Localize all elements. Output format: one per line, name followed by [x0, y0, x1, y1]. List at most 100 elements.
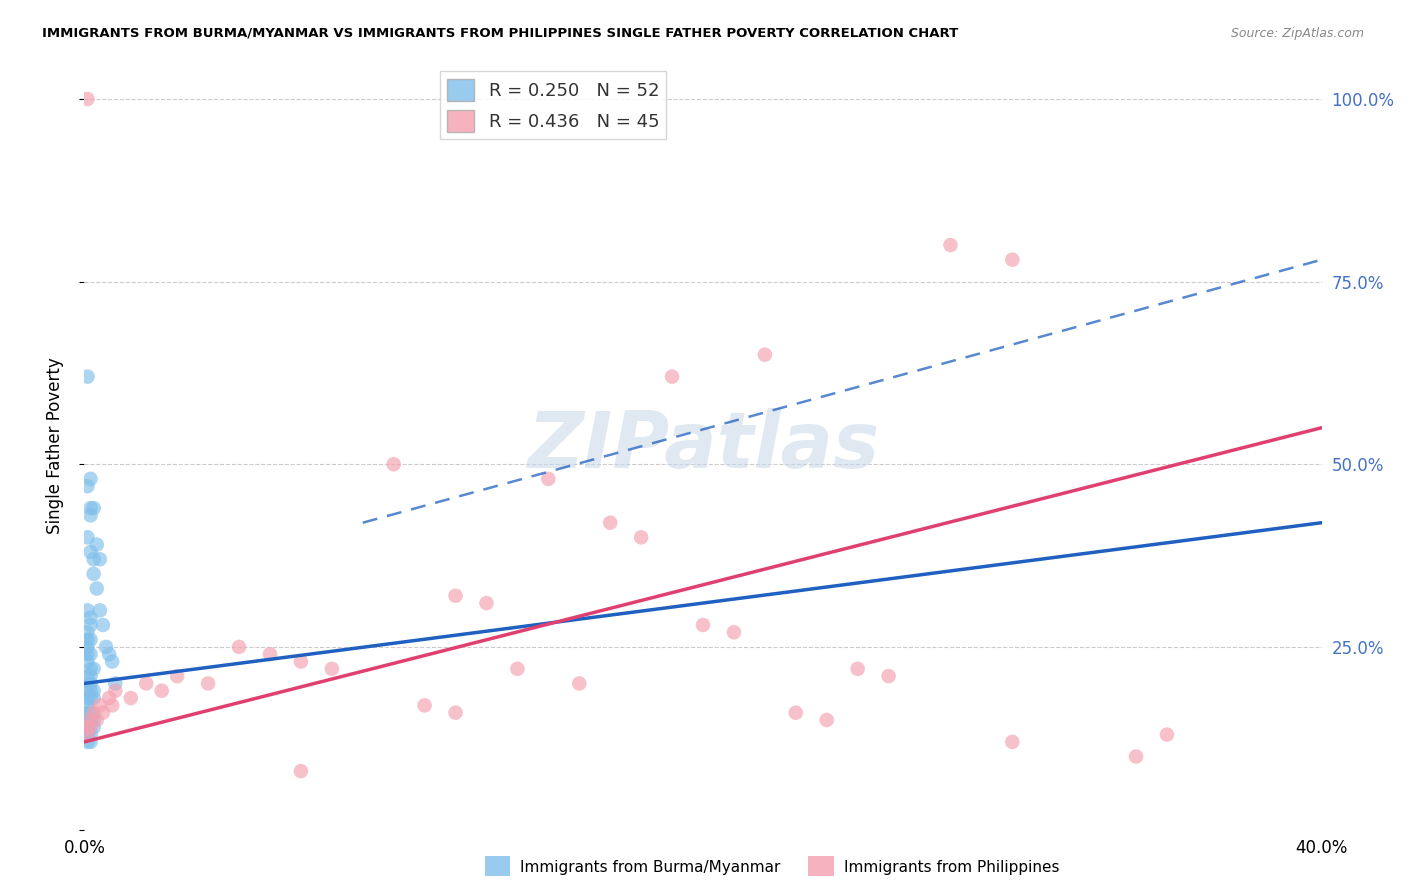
Point — [79, 713, 101, 727]
Point — [135, 676, 157, 690]
Point — [79, 706, 101, 720]
Point — [79, 618, 101, 632]
Point — [79, 691, 101, 706]
Point — [846, 662, 869, 676]
Point — [86, 582, 108, 596]
Point — [79, 713, 101, 727]
Text: Immigrants from Philippines: Immigrants from Philippines — [844, 860, 1059, 874]
Point — [76, 655, 98, 669]
Point — [630, 530, 652, 544]
Point — [91, 618, 114, 632]
Point — [79, 508, 101, 523]
Point — [228, 640, 250, 654]
Point — [1125, 749, 1147, 764]
Point — [86, 538, 108, 552]
Point — [76, 698, 98, 713]
Y-axis label: Single Father Poverty: Single Father Poverty — [45, 358, 63, 534]
Point — [259, 647, 281, 661]
Point — [98, 691, 121, 706]
Point — [444, 589, 467, 603]
Point — [83, 683, 105, 698]
Point — [79, 676, 101, 690]
Point — [692, 618, 714, 632]
Point — [76, 92, 98, 106]
Point — [120, 691, 142, 706]
Point — [290, 655, 312, 669]
Point — [76, 706, 98, 720]
Point — [475, 596, 498, 610]
Point — [94, 640, 117, 654]
Point — [444, 706, 467, 720]
Point — [815, 713, 838, 727]
Point — [754, 348, 776, 362]
Text: Source: ZipAtlas.com: Source: ZipAtlas.com — [1230, 27, 1364, 40]
Legend: R = 0.250   N = 52, R = 0.436   N = 45: R = 0.250 N = 52, R = 0.436 N = 45 — [440, 71, 666, 139]
Point — [83, 720, 105, 734]
Point — [76, 720, 98, 734]
Point — [104, 683, 127, 698]
Point — [877, 669, 900, 683]
Point — [290, 764, 312, 778]
Point — [723, 625, 745, 640]
Point — [101, 698, 124, 713]
Point — [83, 691, 105, 706]
Point — [1001, 735, 1024, 749]
Point — [785, 706, 807, 720]
Point — [76, 640, 98, 654]
Point — [76, 713, 98, 727]
Point — [413, 698, 436, 713]
Point — [83, 706, 105, 720]
Point — [76, 669, 98, 683]
Point — [76, 691, 98, 706]
Point — [197, 676, 219, 690]
Text: ZIPatlas: ZIPatlas — [527, 408, 879, 484]
Point — [76, 728, 98, 742]
Point — [76, 632, 98, 647]
Point — [83, 501, 105, 516]
Point — [150, 683, 173, 698]
Point — [89, 698, 111, 713]
Point — [104, 676, 127, 690]
Point — [79, 720, 101, 734]
Point — [89, 603, 111, 617]
Point — [79, 472, 101, 486]
Point — [599, 516, 621, 530]
Point — [76, 479, 98, 493]
Point — [79, 632, 101, 647]
Point — [79, 728, 101, 742]
Text: Immigrants from Burma/Myanmar: Immigrants from Burma/Myanmar — [520, 860, 780, 874]
Point — [91, 706, 114, 720]
Point — [76, 683, 98, 698]
Point — [83, 566, 105, 581]
Point — [98, 647, 121, 661]
Point — [79, 610, 101, 624]
Point — [79, 683, 101, 698]
Point — [86, 713, 108, 727]
Point — [89, 552, 111, 566]
Point — [1156, 728, 1178, 742]
Point — [166, 669, 188, 683]
Point — [76, 720, 98, 734]
Point — [76, 647, 98, 661]
Point — [939, 238, 962, 252]
Text: IMMIGRANTS FROM BURMA/MYANMAR VS IMMIGRANTS FROM PHILIPPINES SINGLE FATHER POVER: IMMIGRANTS FROM BURMA/MYANMAR VS IMMIGRA… — [42, 27, 959, 40]
Point — [79, 545, 101, 559]
Point — [506, 662, 529, 676]
Point — [76, 728, 98, 742]
Point — [321, 662, 343, 676]
Point — [1001, 252, 1024, 267]
Point — [79, 669, 101, 683]
Point — [76, 530, 98, 544]
Point — [83, 552, 105, 566]
Point — [382, 457, 405, 471]
Point — [661, 369, 683, 384]
Point — [76, 369, 98, 384]
Point — [76, 735, 98, 749]
Point — [76, 603, 98, 617]
Point — [83, 713, 105, 727]
Point — [568, 676, 591, 690]
Point — [79, 735, 101, 749]
Point — [537, 472, 560, 486]
Point — [79, 662, 101, 676]
Point — [79, 501, 101, 516]
